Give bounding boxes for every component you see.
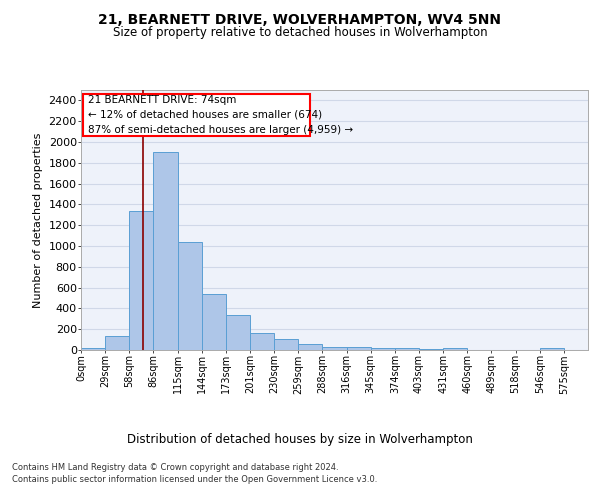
Bar [105,336,129,350]
Bar [540,348,564,350]
FancyBboxPatch shape [83,94,310,136]
Text: 21 BEARNETT DRIVE: 74sqm: 21 BEARNETT DRIVE: 74sqm [88,96,237,106]
Bar [154,152,178,350]
Bar [395,348,419,350]
Bar [129,210,154,350]
Text: Contains HM Land Registry data © Crown copyright and database right 2024.: Contains HM Land Registry data © Crown c… [12,462,338,471]
Text: Distribution of detached houses by size in Wolverhampton: Distribution of detached houses by size … [127,432,473,446]
Y-axis label: Number of detached properties: Number of detached properties [33,132,43,308]
Bar [322,346,347,350]
Bar [226,314,250,350]
Bar [274,339,298,350]
Bar [202,294,226,350]
Bar [298,344,322,350]
Bar [371,348,395,350]
Text: ← 12% of detached houses are smaller (674): ← 12% of detached houses are smaller (67… [88,110,323,120]
Bar [178,242,202,350]
Bar [81,348,105,350]
Bar [347,346,371,350]
Text: 21, BEARNETT DRIVE, WOLVERHAMPTON, WV4 5NN: 21, BEARNETT DRIVE, WOLVERHAMPTON, WV4 5… [98,12,502,26]
Text: Contains public sector information licensed under the Open Government Licence v3: Contains public sector information licen… [12,475,377,484]
Bar [250,334,274,350]
Text: Size of property relative to detached houses in Wolverhampton: Size of property relative to detached ho… [113,26,487,39]
Text: 87% of semi-detached houses are larger (4,959) →: 87% of semi-detached houses are larger (… [88,125,353,135]
Bar [443,348,467,350]
